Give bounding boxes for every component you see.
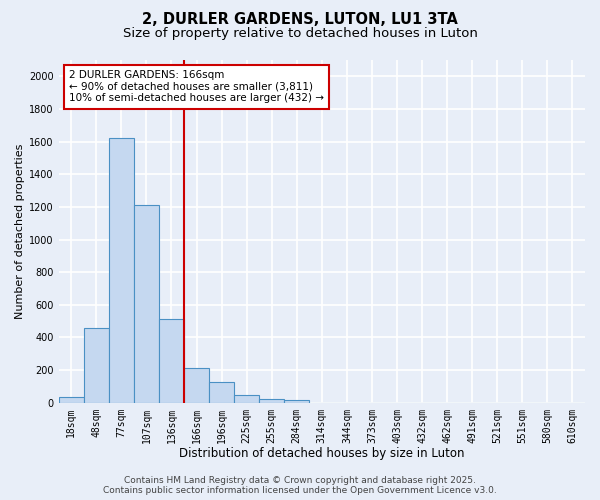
- Text: 2, DURLER GARDENS, LUTON, LU1 3TA: 2, DURLER GARDENS, LUTON, LU1 3TA: [142, 12, 458, 28]
- Y-axis label: Number of detached properties: Number of detached properties: [15, 144, 25, 319]
- Text: Contains HM Land Registry data © Crown copyright and database right 2025.
Contai: Contains HM Land Registry data © Crown c…: [103, 476, 497, 495]
- Bar: [159, 320, 184, 402]
- Bar: [84, 328, 109, 402]
- Bar: [259, 400, 284, 402]
- Bar: [109, 138, 134, 402]
- Bar: [184, 368, 209, 402]
- Bar: [59, 397, 84, 402]
- Bar: [234, 396, 259, 402]
- Bar: [134, 205, 159, 402]
- Bar: [209, 382, 234, 402]
- Bar: [284, 400, 309, 402]
- Text: Size of property relative to detached houses in Luton: Size of property relative to detached ho…: [122, 28, 478, 40]
- X-axis label: Distribution of detached houses by size in Luton: Distribution of detached houses by size …: [179, 447, 464, 460]
- Text: 2 DURLER GARDENS: 166sqm
← 90% of detached houses are smaller (3,811)
10% of sem: 2 DURLER GARDENS: 166sqm ← 90% of detach…: [69, 70, 324, 104]
